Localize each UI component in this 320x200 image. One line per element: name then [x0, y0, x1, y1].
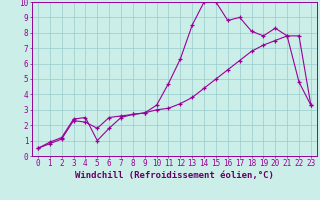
- X-axis label: Windchill (Refroidissement éolien,°C): Windchill (Refroidissement éolien,°C): [75, 171, 274, 180]
